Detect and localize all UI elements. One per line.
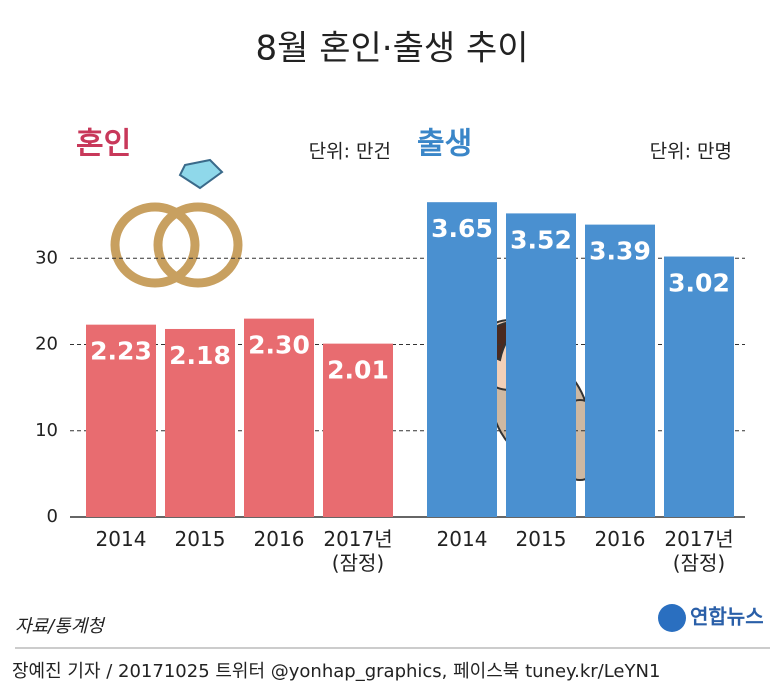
bar: [165, 328, 235, 517]
bar: [427, 202, 497, 517]
value-label: 3.02: [668, 269, 730, 298]
value-label: 2.18: [169, 341, 231, 370]
x-tick-label: 2014: [95, 527, 147, 551]
logo-icon: [658, 604, 686, 632]
value-label: 3.39: [589, 237, 651, 266]
panel-title: 출생: [417, 127, 472, 162]
value-label: 3.52: [510, 225, 572, 254]
unit-label: 단위: 만건: [309, 141, 391, 163]
value-label: 2.01: [327, 356, 389, 385]
value-label: 2.23: [90, 337, 152, 366]
x-tick-label: 2016: [253, 527, 305, 551]
y-tick-label: 0: [47, 506, 58, 527]
x-tick-label: 2017년 (잠정): [323, 527, 393, 575]
bar: [506, 213, 576, 517]
bar: [585, 224, 655, 518]
panel-title: 혼인: [76, 127, 131, 162]
y-tick-label: 30: [35, 247, 58, 268]
bar: [664, 256, 734, 517]
x-tick-label: 2016: [594, 527, 646, 551]
chart-title: 8월 혼인·출생 추이: [255, 29, 528, 69]
x-tick-label: 2014: [436, 527, 488, 551]
unit-label: 단위: 만명: [650, 141, 732, 163]
value-label: 2.30: [248, 331, 310, 360]
bar: [86, 324, 156, 517]
x-tick-label: 2015: [515, 527, 567, 551]
value-label: 3.65: [431, 214, 493, 243]
logo: 연합뉴스: [690, 605, 764, 629]
bar: [244, 318, 314, 517]
bar: [323, 343, 393, 517]
source: 자료/통계청: [15, 616, 104, 637]
x-tick-label: 2015: [174, 527, 226, 551]
y-tick-label: 20: [35, 334, 58, 355]
y-tick-label: 10: [35, 420, 58, 441]
credit: 장예진 기자 / 20171025 트위터 @yonhap_graphics, …: [12, 661, 661, 682]
x-tick-label: 2017년 (잠정): [664, 527, 734, 575]
rings-illustration: [110, 158, 243, 288]
